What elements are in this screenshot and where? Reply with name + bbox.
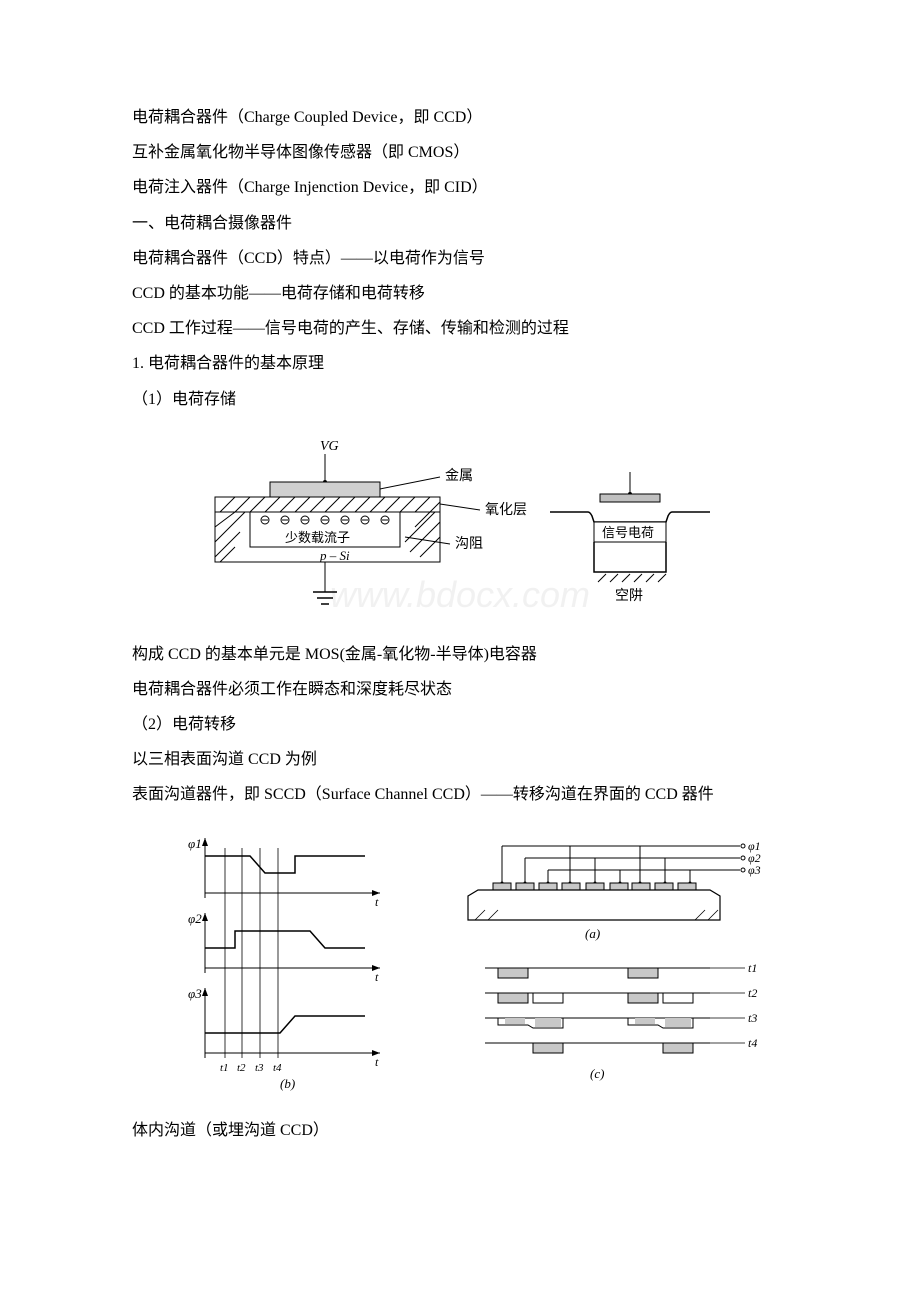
label-t2-b: t2 — [237, 1062, 246, 1074]
label-t1-b: t1 — [220, 1062, 229, 1074]
label-phi2-left: φ2 — [188, 911, 202, 926]
paragraph-principle-title: 1. 电荷耦合器件的基本原理 — [100, 346, 820, 381]
label-vg: VG — [320, 439, 339, 454]
paragraph-cid: 电荷注入器件（Charge Injenction Device，即 CID） — [100, 170, 820, 205]
label-t4-b: t4 — [273, 1062, 282, 1074]
label-b: (b) — [280, 1076, 295, 1091]
paragraph-ccd-feature: 电荷耦合器件（CCD）特点）——以电荷作为信号 — [100, 241, 820, 276]
paragraph-charge-storage: （1）电荷存储 — [100, 382, 820, 417]
label-signal-charge: 信号电荷 — [602, 525, 654, 540]
label-void: 空阱 — [615, 588, 643, 604]
label-c: (c) — [590, 1066, 604, 1081]
label-minority: 少数载流子 — [285, 530, 350, 545]
paragraph-sccd: 表面沟道器件，即 SCCD（Surface Channel CCD）——转移沟道… — [100, 777, 820, 812]
paragraph-mos-unit: 构成 CCD 的基本单元是 MOS(金属-氧化物-半导体)电容器 — [100, 637, 820, 672]
paragraph-cmos: 互补金属氧化物半导体图像传感器（即 CMOS） — [100, 135, 820, 170]
paragraph-ccd-device: 电荷耦合器件（Charge Coupled Device，即 CCD） — [100, 100, 820, 135]
paragraph-ccd-function: CCD 的基本功能——电荷存储和电荷转移 — [100, 276, 820, 311]
label-t4-c: t4 — [748, 1036, 757, 1050]
label-t-2: t — [375, 970, 379, 984]
paragraph-ccd-process: CCD 工作过程——信号电荷的产生、存储、传输和检测的过程 — [100, 311, 820, 346]
label-phi3-right: φ3 — [748, 863, 761, 877]
label-phi1-left: φ1 — [188, 836, 202, 851]
label-trench: 沟阻 — [455, 536, 483, 552]
paragraph-buried-channel: 体内沟道（或埋沟道 CCD） — [100, 1113, 820, 1148]
label-oxide: 氧化层 — [485, 502, 527, 518]
watermark-text: www.bdocx.com — [330, 574, 590, 615]
label-phi3-left: φ3 — [188, 986, 202, 1001]
label-metal: 金属 — [445, 468, 473, 484]
paragraph-section-title: 一、电荷耦合摄像器件 — [100, 206, 820, 241]
paragraph-transient: 电荷耦合器件必须工作在瞬态和深度耗尽状态 — [100, 672, 820, 707]
paragraph-charge-transfer: （2）电荷转移 — [100, 707, 820, 742]
label-t1-c: t1 — [748, 961, 757, 975]
label-t-3: t — [375, 1055, 379, 1069]
figure-mos-capacitor: www.bdocx.com VG 金属 — [100, 432, 820, 622]
figure-charge-transfer: φ1 t φ2 t φ3 t t1 t2 t3 — [100, 828, 820, 1098]
label-t-1: t — [375, 895, 379, 909]
label-a: (a) — [585, 926, 600, 941]
label-psi: p – Si — [319, 548, 350, 563]
paragraph-three-phase: 以三相表面沟道 CCD 为例 — [100, 742, 820, 777]
label-t2-c: t2 — [748, 986, 757, 1000]
label-t3-c: t3 — [748, 1011, 757, 1025]
label-t3-b: t3 — [255, 1062, 264, 1074]
